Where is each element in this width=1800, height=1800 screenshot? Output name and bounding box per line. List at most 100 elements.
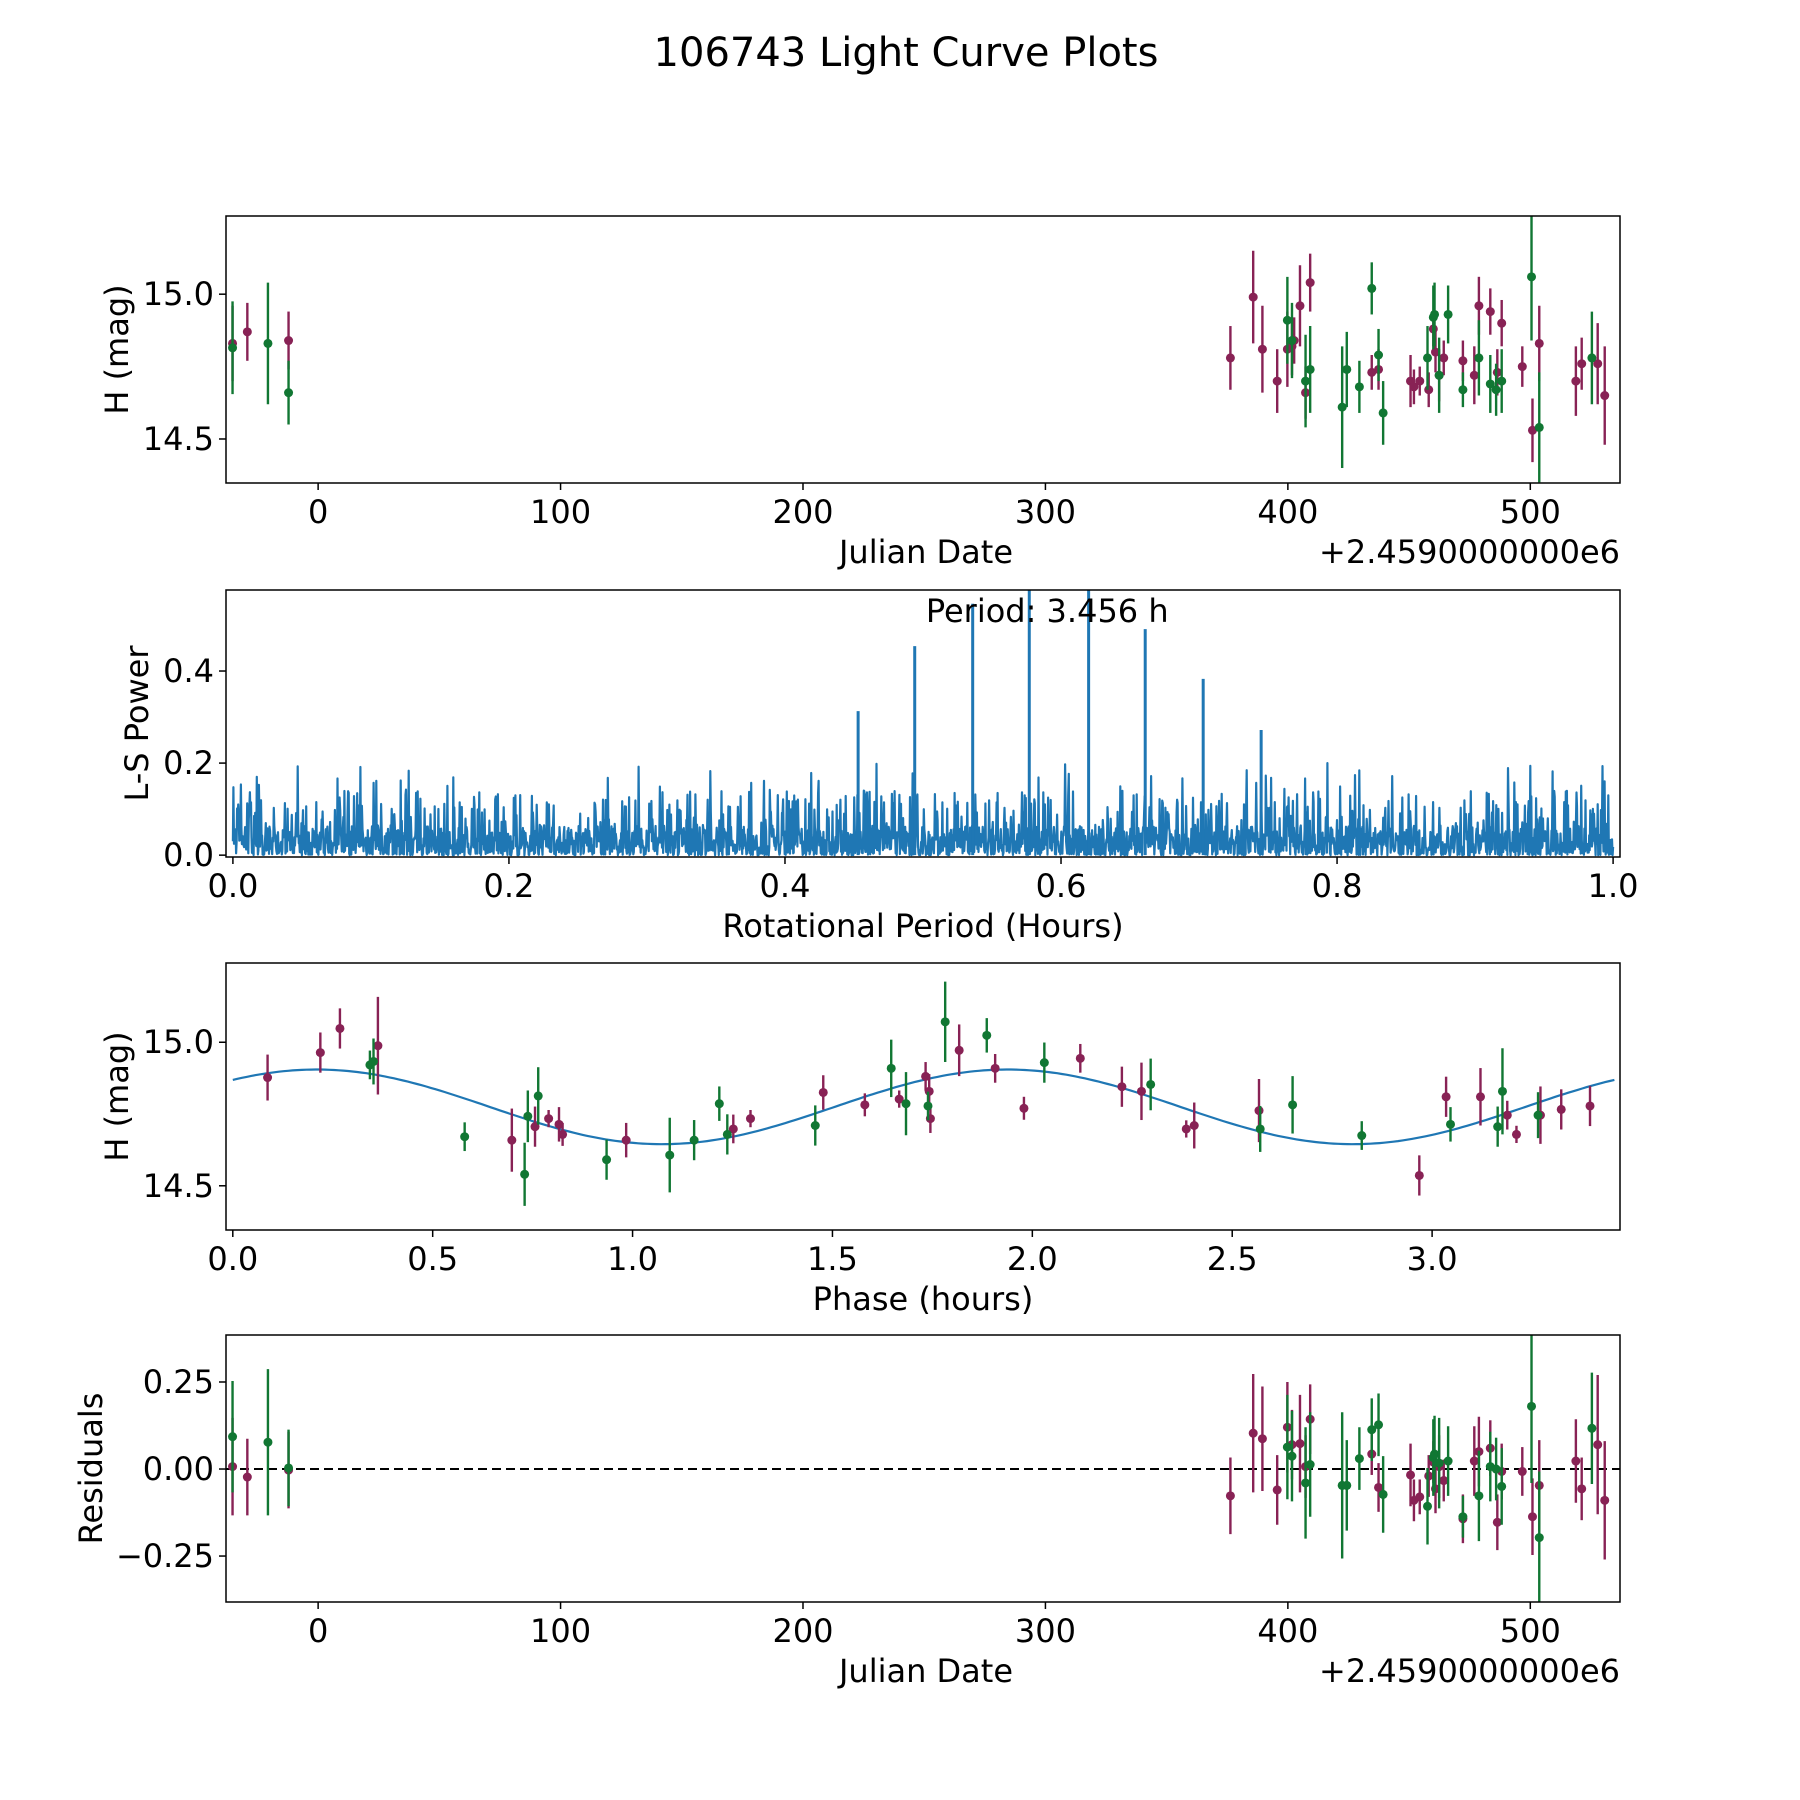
point-marker [923, 1101, 933, 1111]
point-marker [1288, 1100, 1298, 1110]
point-marker [1409, 382, 1419, 392]
series-band_2 [228, 1335, 1597, 1602]
data-point [1287, 302, 1297, 379]
data-point [745, 1109, 755, 1128]
point-marker [1497, 376, 1507, 386]
point-marker [1295, 1439, 1305, 1449]
point-marker [1287, 336, 1297, 346]
point-marker [1458, 1512, 1468, 1522]
point-marker [1342, 1480, 1352, 1490]
x-tick-label: 200 [772, 493, 833, 531]
data-point [1019, 1096, 1029, 1120]
data-point [1469, 346, 1479, 405]
data-point [263, 282, 273, 405]
data-point [1225, 1457, 1235, 1535]
point-marker [665, 1150, 675, 1160]
point-marker [1181, 1124, 1191, 1134]
data-point [1577, 337, 1587, 390]
point-marker [1439, 1476, 1449, 1486]
point-marker [982, 1030, 992, 1040]
y-tick-label: 0.4 [163, 652, 214, 690]
point-marker [1527, 1512, 1537, 1522]
data-point [689, 1120, 699, 1161]
data-point [1458, 372, 1468, 408]
data-point [533, 1067, 543, 1125]
periodogram-axes-frame [225, 589, 1621, 858]
data-point [901, 1072, 911, 1136]
y-tick-label: 14.5 [143, 1167, 214, 1205]
point-marker [1367, 1425, 1377, 1435]
data-point [1248, 1373, 1258, 1493]
point-marker [1415, 376, 1425, 386]
point-marker [1305, 1459, 1315, 1469]
x-tick-label: 0.8 [1312, 867, 1363, 905]
data-point [860, 1093, 870, 1117]
data-point [1587, 1372, 1597, 1484]
point-marker [1424, 385, 1434, 395]
data-point [1534, 372, 1544, 483]
data-point [1439, 340, 1449, 376]
data-point [1527, 1335, 1537, 1483]
data-point [1517, 1447, 1527, 1496]
data-point [1367, 1398, 1377, 1462]
data-point [923, 1091, 933, 1121]
point-marker [369, 1056, 379, 1066]
point-marker [1443, 309, 1453, 319]
data-point [1485, 355, 1495, 413]
point-marker [1517, 1466, 1527, 1476]
point-marker [722, 1129, 732, 1139]
point-marker [1511, 1129, 1521, 1139]
data-point [1585, 1085, 1595, 1127]
phase-folded-plot-area [232, 981, 1615, 1206]
point-marker [1287, 1451, 1297, 1461]
data-point [1255, 1105, 1265, 1152]
point-marker [1414, 1170, 1424, 1180]
data-point [1502, 1100, 1512, 1130]
data-point [1414, 1155, 1424, 1196]
point-marker [860, 1100, 870, 1110]
data-point [1342, 331, 1352, 408]
x-tick-label: 0.0 [207, 867, 258, 905]
figure-title: 106743 Light Curve Plots [654, 30, 1159, 76]
data-point [954, 1024, 964, 1077]
x-tick-label: 400 [1257, 493, 1318, 531]
light-curve-x-offset: +2.4590000000e6 [1319, 533, 1620, 571]
point-marker [954, 1045, 964, 1055]
point-marker [373, 1041, 383, 1051]
point-marker [1136, 1086, 1146, 1096]
point-marker [1458, 356, 1468, 366]
residuals-y-ticks: −0.25 0.00 0.25 [116, 1363, 226, 1575]
data-point [1305, 253, 1315, 312]
data-point [1533, 1092, 1543, 1139]
data-point [1272, 349, 1282, 413]
data-point [335, 1008, 345, 1049]
point-marker [689, 1135, 699, 1145]
point-marker [1225, 1491, 1235, 1501]
point-marker [1600, 391, 1610, 401]
data-point [1257, 1386, 1267, 1491]
point-marker [1272, 376, 1282, 386]
point-marker [1556, 1104, 1566, 1114]
point-marker [1593, 359, 1603, 369]
data-point [1527, 398, 1537, 463]
data-point [1039, 1042, 1049, 1083]
data-point [1600, 1441, 1610, 1560]
x-tick-label: 100 [530, 1612, 591, 1650]
data-point [722, 1114, 732, 1155]
light-curve-x-label: Julian Date [837, 533, 1013, 571]
point-marker [901, 1099, 911, 1109]
data-point [1587, 311, 1597, 405]
data-point [1295, 265, 1305, 347]
point-marker [1374, 350, 1384, 360]
data-point [1354, 1427, 1364, 1490]
x-tick-label: 300 [1015, 1612, 1076, 1650]
data-point [1272, 1455, 1282, 1525]
point-marker [1493, 1122, 1503, 1132]
point-marker [1571, 376, 1581, 386]
periodogram-plot-area [231, 590, 1615, 857]
point-marker [1571, 1456, 1581, 1466]
point-marker [1301, 1478, 1311, 1488]
point-marker [1415, 1492, 1425, 1502]
point-marker [745, 1114, 755, 1124]
point-marker [621, 1135, 631, 1145]
